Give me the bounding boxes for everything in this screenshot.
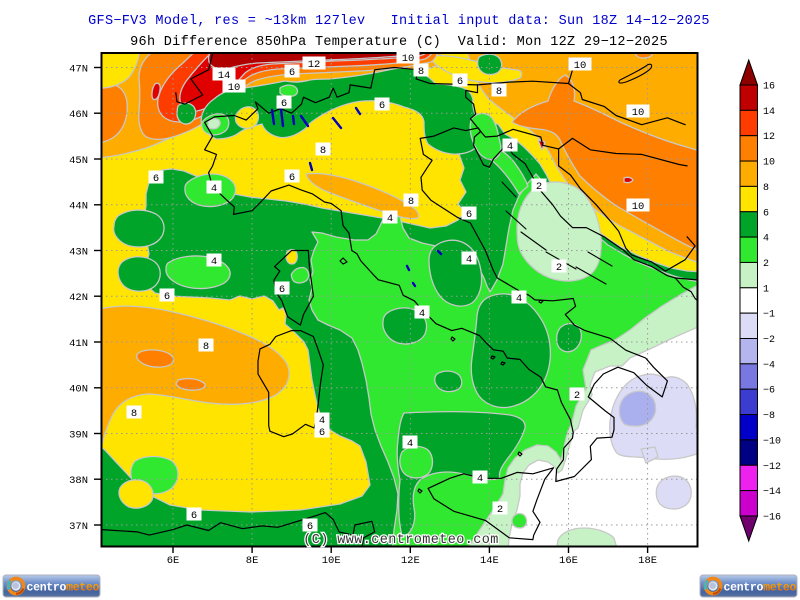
svg-text:6: 6 — [191, 510, 197, 522]
svg-text:(C) www.centrometeo.com: (C) www.centrometeo.com — [303, 533, 499, 548]
svg-text:2: 2 — [763, 259, 769, 270]
svg-text:18E: 18E — [638, 555, 657, 567]
svg-text:−2: −2 — [763, 335, 775, 346]
svg-text:38N: 38N — [69, 475, 88, 487]
svg-text:4: 4 — [211, 256, 217, 268]
svg-text:6: 6 — [164, 291, 170, 303]
svg-text:40N: 40N — [69, 384, 88, 396]
svg-text:4: 4 — [466, 254, 472, 266]
svg-text:46N: 46N — [69, 109, 88, 121]
svg-text:4: 4 — [516, 293, 522, 305]
svg-text:16: 16 — [763, 82, 775, 93]
svg-text:−16: −16 — [763, 512, 781, 523]
svg-text:8: 8 — [203, 341, 209, 353]
svg-text:10E: 10E — [322, 555, 341, 567]
svg-text:4: 4 — [763, 234, 769, 245]
svg-text:8: 8 — [408, 196, 414, 208]
svg-text:4: 4 — [319, 415, 325, 427]
svg-text:−1: −1 — [763, 310, 775, 321]
svg-text:6: 6 — [379, 100, 385, 112]
svg-text:43N: 43N — [69, 246, 88, 258]
svg-text:14E: 14E — [480, 555, 499, 567]
svg-text:6: 6 — [153, 173, 159, 185]
svg-text:6: 6 — [279, 284, 285, 296]
svg-text:1: 1 — [763, 284, 769, 295]
svg-text:8: 8 — [418, 66, 424, 78]
svg-text:6: 6 — [457, 76, 463, 88]
svg-text:6: 6 — [763, 208, 769, 219]
svg-text:6E: 6E — [167, 555, 180, 567]
svg-text:37N: 37N — [69, 521, 88, 533]
svg-text:12: 12 — [308, 59, 321, 71]
svg-text:centrometeo: centrometeo — [724, 582, 797, 595]
svg-text:4: 4 — [211, 183, 217, 195]
svg-text:44N: 44N — [69, 201, 88, 213]
svg-text:−4: −4 — [763, 360, 775, 371]
svg-text:2: 2 — [536, 181, 542, 193]
svg-text:10: 10 — [763, 158, 775, 169]
svg-text:6: 6 — [289, 172, 295, 184]
svg-text:39N: 39N — [69, 429, 88, 441]
svg-text:14: 14 — [218, 70, 231, 82]
svg-text:96h Difference 850hPa Temperat: 96h Difference 850hPa Temperature (C) Va… — [130, 35, 668, 50]
svg-text:−12: −12 — [763, 462, 781, 473]
svg-text:8: 8 — [763, 183, 769, 194]
svg-text:6: 6 — [319, 427, 325, 439]
svg-text:12E: 12E — [401, 555, 420, 567]
svg-text:42N: 42N — [69, 292, 88, 304]
svg-text:4: 4 — [419, 308, 425, 320]
svg-text:GFS−FV3 Model, res = ~13km 127: GFS−FV3 Model, res = ~13km 127lev Initia… — [88, 14, 710, 29]
svg-text:−10: −10 — [763, 436, 781, 447]
svg-text:10: 10 — [632, 107, 645, 119]
svg-text:47N: 47N — [69, 63, 88, 75]
svg-text:10: 10 — [228, 82, 241, 94]
svg-text:41N: 41N — [69, 338, 88, 350]
svg-text:4: 4 — [507, 141, 513, 153]
svg-text:14: 14 — [763, 107, 775, 118]
svg-text:6: 6 — [466, 209, 472, 221]
svg-text:6: 6 — [307, 521, 313, 533]
svg-text:4: 4 — [477, 473, 483, 485]
svg-text:2: 2 — [556, 262, 562, 274]
svg-text:4: 4 — [387, 213, 393, 225]
svg-text:8: 8 — [496, 86, 502, 98]
svg-text:4: 4 — [407, 438, 413, 450]
svg-text:−8: −8 — [763, 411, 775, 422]
svg-text:8: 8 — [320, 145, 326, 157]
svg-text:10: 10 — [402, 53, 415, 65]
svg-text:12: 12 — [763, 132, 775, 143]
svg-text:10: 10 — [632, 201, 645, 213]
svg-text:45N: 45N — [69, 155, 88, 167]
svg-text:8: 8 — [131, 408, 137, 420]
svg-text:6: 6 — [289, 67, 295, 79]
svg-text:−6: −6 — [763, 386, 775, 397]
svg-text:6: 6 — [281, 98, 287, 110]
svg-text:centrometeo: centrometeo — [27, 582, 100, 595]
svg-text:2: 2 — [574, 390, 580, 402]
svg-text:10: 10 — [574, 60, 587, 72]
svg-text:16E: 16E — [559, 555, 578, 567]
svg-text:−14: −14 — [763, 487, 781, 498]
svg-text:8E: 8E — [246, 555, 259, 567]
svg-text:2: 2 — [497, 504, 503, 516]
